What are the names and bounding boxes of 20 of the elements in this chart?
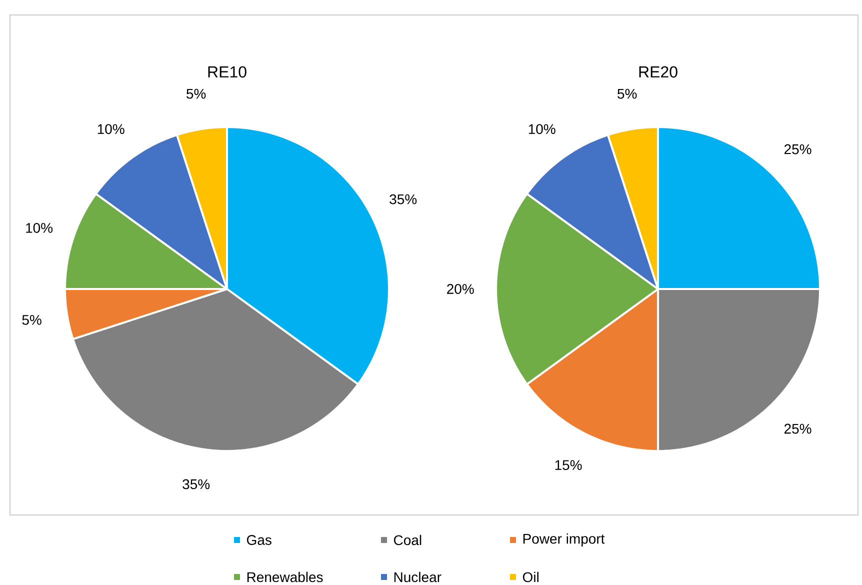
data-label: 10% <box>528 124 556 134</box>
legend-label: Oil <box>522 572 538 582</box>
legend-label: Gas <box>246 535 272 545</box>
legend-label: Coal <box>394 534 422 546</box>
data-label: 35% <box>390 194 417 204</box>
data-label: 20% <box>447 284 474 294</box>
data-label: 35% <box>182 479 210 490</box>
data-label: 5% <box>618 88 637 99</box>
data-label: 15% <box>555 460 582 470</box>
data-label: 10% <box>98 124 124 134</box>
data-label: 25% <box>784 144 812 154</box>
data-label: 5% <box>22 315 42 325</box>
data-label: 5% <box>186 88 206 99</box>
legend-label: Power import <box>523 533 605 547</box>
chart-title: RE20 <box>639 66 678 78</box>
data-label: 10% <box>26 222 53 233</box>
legend-label: Nuclear <box>394 572 442 582</box>
legend-label: Renewables <box>247 572 323 582</box>
data-label: 25% <box>784 424 812 434</box>
chart-title: RE10 <box>208 66 246 78</box>
